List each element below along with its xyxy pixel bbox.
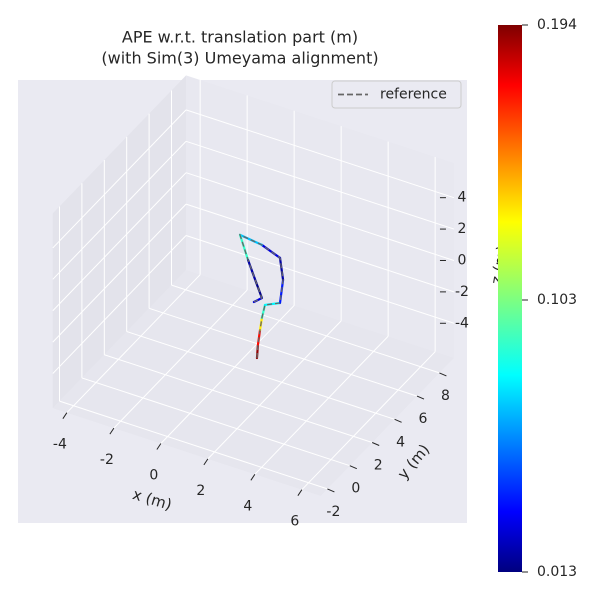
- grid-line: [52, 172, 187, 312]
- grid-line: [185, 172, 455, 261]
- grid-line: [207, 320, 342, 460]
- x-tick: [250, 474, 256, 481]
- grid-line: [160, 305, 295, 444]
- chart-title: APE w.r.t. translation part (m): [122, 28, 358, 47]
- trajectory-segment: [238, 233, 250, 262]
- x-tick-label: 6: [290, 514, 299, 530]
- z-tick-label: -2: [455, 284, 469, 300]
- colorbar-tick-label: 0.194: [537, 17, 577, 33]
- grid-line: [52, 140, 187, 280]
- z-tick-label: 4: [457, 190, 466, 206]
- panes: [52, 75, 455, 496]
- x-tick: [62, 412, 68, 419]
- legend: reference: [331, 80, 462, 109]
- x-tick: [297, 489, 303, 496]
- grid-line: [301, 351, 436, 491]
- trajectory-segment: [260, 243, 282, 260]
- y-tick-label: 6: [419, 411, 428, 427]
- y-tick: [327, 488, 335, 493]
- colorbar: [498, 25, 522, 572]
- grid-line: [148, 307, 418, 397]
- z-tick-label: 0: [457, 252, 466, 268]
- grid-line: [185, 140, 455, 230]
- x-tick-label: 0: [149, 468, 158, 484]
- x-tick-label: -2: [100, 452, 114, 468]
- grid-line: [185, 235, 455, 324]
- grid-line: [254, 335, 389, 475]
- grid-line: [81, 377, 350, 467]
- y-tick: [416, 395, 425, 400]
- grid-line: [52, 235, 187, 374]
- grid-line: [171, 284, 440, 374]
- x-tick-label: 4: [243, 498, 252, 514]
- grid-line: [59, 400, 328, 490]
- z-tick-label: -4: [455, 315, 469, 331]
- grid-line: [52, 203, 187, 343]
- colorbar-tick-label: 0.013: [537, 564, 577, 580]
- x-tick: [156, 443, 162, 450]
- grid-line: [104, 354, 373, 443]
- y-tick-label: 8: [441, 388, 450, 404]
- y-tick-label: -2: [326, 504, 340, 520]
- colorbar-axis: 0.013 0.103 0.194: [522, 17, 577, 580]
- legend-label: reference: [380, 87, 447, 103]
- x-tick-label: -4: [53, 437, 67, 453]
- grid-line: [126, 331, 395, 420]
- y-tick: [394, 418, 402, 423]
- grid-line: [66, 274, 201, 414]
- y-tick-label: 0: [351, 481, 360, 497]
- x-tick: [109, 427, 115, 435]
- grid-line: [52, 109, 187, 249]
- grid-line: [185, 203, 455, 293]
- chart-subtitle: (with Sim(3) Umeyama alignment): [101, 49, 378, 68]
- y-tick: [372, 442, 380, 446]
- grid-line: [185, 109, 455, 199]
- z-tick-label: 2: [457, 221, 466, 237]
- y-tick-label: 2: [374, 458, 383, 474]
- colorbar-tick-label: 0.103: [537, 292, 577, 308]
- pane-floor: [52, 270, 454, 496]
- x-tick: [203, 458, 209, 466]
- legend-box: [331, 80, 462, 109]
- grid-line: [113, 289, 248, 429]
- trajectory-segment: [246, 258, 258, 284]
- y-tick: [439, 372, 447, 377]
- x-tick-label: 2: [196, 483, 205, 499]
- y-tick: [349, 465, 357, 470]
- trajectory-segment: [278, 256, 285, 282]
- y-tick-label: 4: [396, 434, 405, 450]
